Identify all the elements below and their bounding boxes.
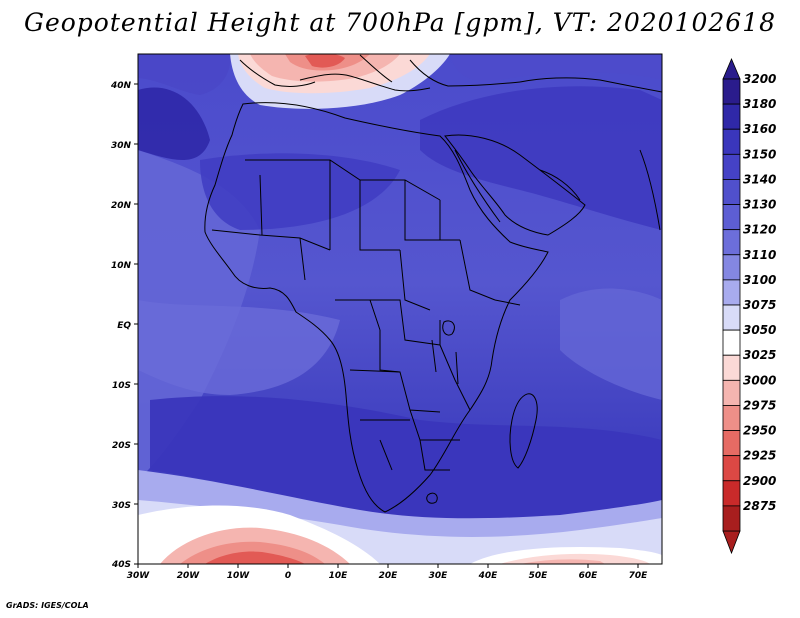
lat-ticks	[134, 83, 138, 565]
lon-label: 10E	[329, 571, 349, 581]
lon-label: 30E	[429, 571, 449, 581]
colorbar-swatch	[722, 430, 741, 457]
lat-label: 10S	[112, 381, 131, 391]
colorbar-label: 3200	[743, 72, 776, 86]
colorbar-arrow-top	[722, 57, 741, 80]
lat-labels: 40N 30N 20N 10N EQ 10S 20S 30S 40S	[110, 81, 132, 570]
lon-label: 10W	[227, 571, 251, 581]
colorbar-swatch	[722, 379, 741, 406]
colorbar-label: 3110	[743, 248, 776, 262]
colorbar-swatch	[722, 229, 741, 256]
map-title: Geopotential Height at 700hPa [gpm], VT:…	[23, 8, 777, 37]
colorbar-label: 2950	[743, 424, 776, 438]
lat-label: 30N	[111, 141, 132, 151]
lon-label: 50E	[529, 571, 549, 581]
colorbar-label: 3025	[743, 348, 776, 362]
colorbar-swatch	[722, 179, 741, 205]
colorbar-label: 3160	[743, 122, 776, 136]
lon-label: 20E	[379, 571, 399, 581]
colorbar-label: 3140	[743, 172, 776, 186]
colorbar-swatch	[722, 329, 741, 356]
colorbar-swatch	[722, 405, 741, 431]
lat-label: EQ	[117, 321, 131, 331]
lon-labels: 30W 20W 10W 0 10E 20E 30E 40E 50E 60E 70…	[127, 571, 648, 581]
colorbar-swatch	[722, 279, 741, 306]
colorbar-swatch	[722, 304, 741, 331]
colorbar-swatch	[722, 128, 741, 155]
colorbar-swatch	[722, 505, 741, 532]
colorbar-label: 3180	[743, 97, 776, 111]
colorbar-swatch	[722, 455, 741, 482]
lon-label: 40E	[478, 571, 499, 581]
contour-field	[138, 54, 662, 564]
lat-label: 40S	[111, 560, 131, 570]
plot-frame	[137, 53, 663, 565]
lon-label: 0	[285, 571, 291, 581]
colorbar-arrow-bottom	[722, 530, 741, 555]
lat-label: 10N	[111, 261, 132, 271]
colorbar-swatch	[722, 78, 741, 105]
lon-label: 30W	[127, 571, 151, 581]
grads-credit: GrADS: IGES/COLA	[6, 601, 89, 610]
colorbar-label: 2900	[743, 474, 776, 488]
lat-label: 40N	[110, 81, 132, 91]
colorbar-label: 3120	[743, 223, 776, 237]
lon-label: 70E	[629, 571, 649, 581]
colorbar-label: 3050	[743, 323, 776, 337]
lon-ticks	[137, 564, 639, 568]
coastline	[204, 54, 662, 513]
colorbar-label: 3130	[743, 198, 776, 212]
colorbar: 3200 3180 3160 3150 3140 3130 3120 3110 3100 3075…	[722, 57, 776, 555]
lat-label: 30S	[112, 501, 131, 511]
colorbar-label: 3150	[743, 147, 776, 161]
colorbar-swatch	[722, 103, 741, 130]
colorbar-label: 3075	[743, 298, 776, 312]
colorbar-label: 2975	[743, 398, 776, 412]
colorbar-label: 2875	[743, 499, 776, 513]
lat-label: 20S	[112, 441, 131, 451]
colorbar-swatch	[722, 354, 741, 381]
colorbar-swatch	[722, 254, 741, 281]
lon-label: 20W	[177, 571, 201, 581]
colorbar-swatch	[722, 480, 741, 507]
colorbar-label: 3100	[743, 273, 776, 287]
lat-label: 20N	[111, 201, 132, 211]
lon-label: 60E	[579, 571, 599, 581]
colorbar-label: 3000	[743, 373, 776, 387]
colorbar-swatch	[722, 204, 741, 231]
colorbar-label: 2925	[743, 449, 776, 463]
colorbar-swatch	[722, 153, 741, 180]
